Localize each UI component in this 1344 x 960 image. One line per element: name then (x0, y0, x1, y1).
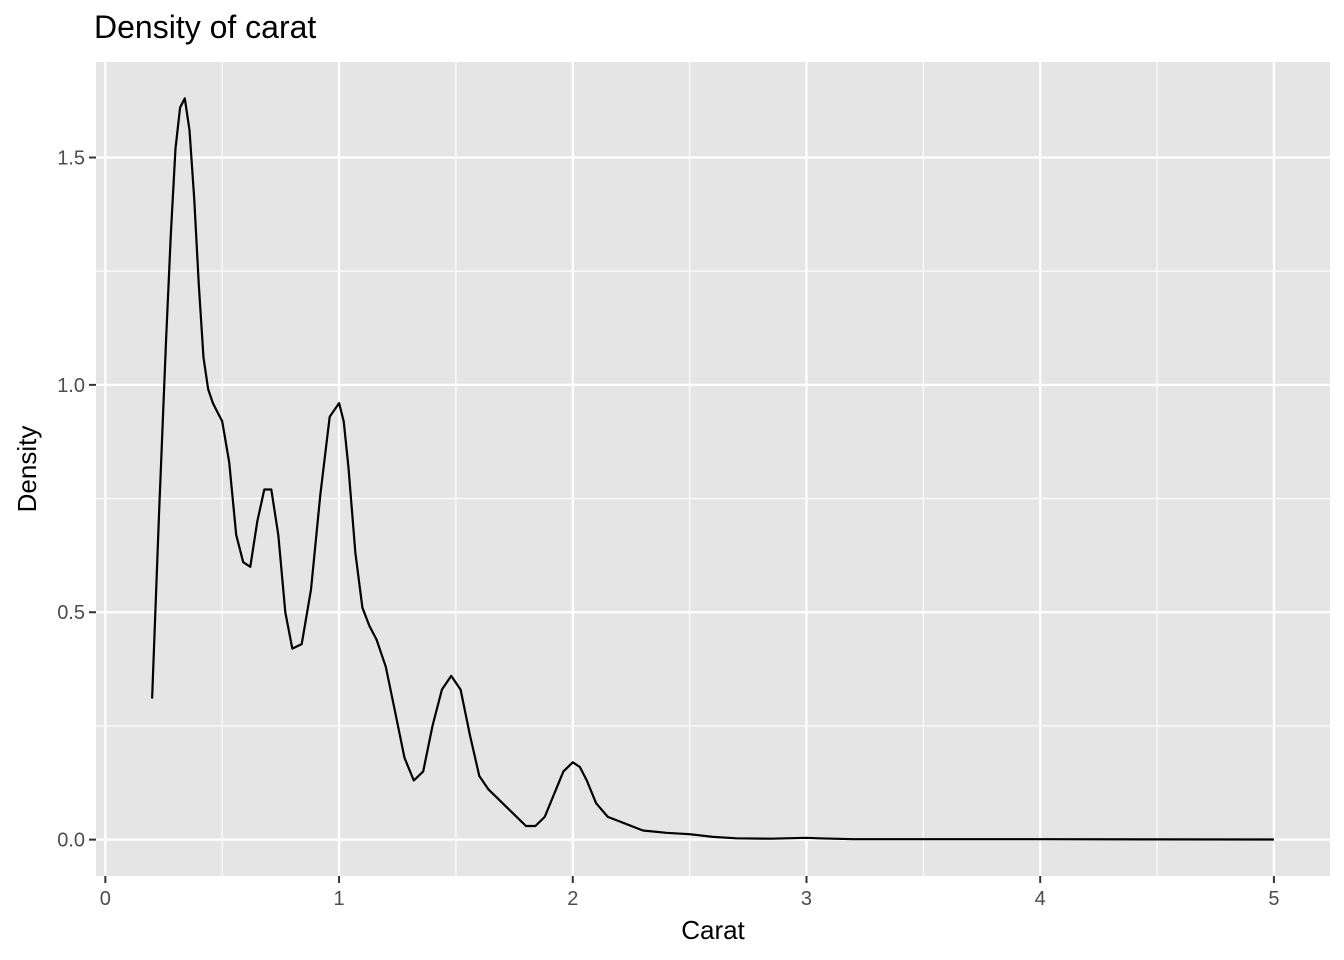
y-tick-label: 1.0 (57, 375, 85, 397)
x-tick-label: 2 (567, 888, 578, 910)
minor-gridlines (96, 62, 1330, 876)
x-tick-label: 1 (333, 888, 344, 910)
chart-title: Density of carat (94, 9, 316, 45)
y-tick-label: 0.0 (57, 830, 85, 852)
x-tick-label: 4 (1035, 888, 1046, 910)
x-tick-label: 3 (801, 888, 812, 910)
density-line (151, 97, 1274, 841)
y-axis-ticks: 0.0 0.5 1.0 1.5 (57, 147, 96, 852)
y-tick-label: 1.5 (57, 147, 85, 169)
x-tick-label: 5 (1268, 888, 1279, 910)
x-axis-ticks: 0 1 2 3 4 5 (100, 876, 1279, 910)
y-axis-title: Density (12, 426, 42, 513)
plot-panel (96, 62, 1330, 876)
x-axis-title: Carat (681, 915, 745, 945)
y-tick-label: 0.5 (57, 602, 85, 624)
x-tick-label: 0 (100, 888, 111, 910)
